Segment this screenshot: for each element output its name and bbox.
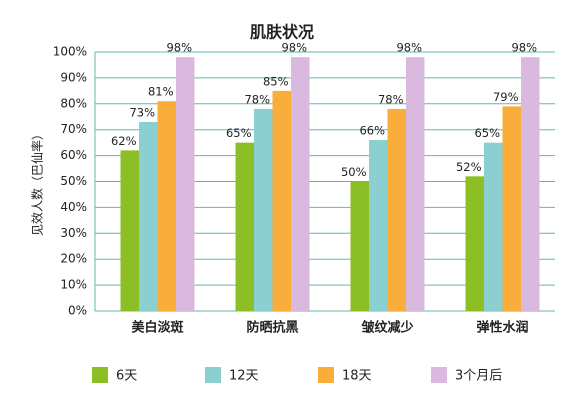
value-label: 79% [493,90,519,104]
legend-swatch [205,367,221,383]
bar [291,57,310,312]
bar [120,150,139,311]
bar [521,57,540,312]
x-tick-label: 美白淡斑 [131,320,183,336]
bar [176,57,195,312]
bar [157,101,176,312]
legend-label: 6天 [116,369,137,384]
x-tick-label: 皱纹减少 [360,320,413,336]
value-label: 78% [378,92,404,106]
value-label: 85% [263,74,289,88]
bar [139,121,158,312]
bar [350,181,369,311]
y-tick-label: 40% [60,200,87,214]
value-label: 98% [166,41,192,55]
y-tick-label: 50% [60,174,87,188]
value-label: 62% [111,134,137,148]
value-label: 81% [148,85,174,99]
value-label: 98% [511,41,537,55]
chart-title: 肌肤状况 [250,23,314,42]
bar [502,106,521,311]
bar [369,140,388,311]
y-tick-label: 80% [60,96,87,110]
y-tick-label: 60% [60,148,87,162]
y-axis-label: 见效人数（巴仙率） [30,128,45,236]
value-label: 98% [396,41,422,55]
legend-swatch [431,367,447,383]
y-tick-label: 30% [60,226,87,240]
y-tick-label: 10% [60,278,87,292]
bar [406,57,425,312]
legend-swatch [92,367,108,383]
y-tick-label: 20% [60,252,87,266]
legend-label: 12天 [229,369,259,384]
bar [465,176,484,311]
value-label: 65% [226,126,252,140]
legend-swatch [318,367,334,383]
y-tick-label: 70% [60,122,87,136]
legend-label: 3个月后 [455,369,502,384]
y-tick-label: 90% [60,70,87,84]
value-label: 50% [341,165,367,179]
value-label: 65% [474,126,500,140]
y-tick-label: 0% [68,304,87,318]
bar [272,90,291,311]
x-tick-label: 弹性水润 [476,320,528,336]
bar [254,108,273,311]
x-tick-label: 防晒抗黑 [246,320,298,336]
value-label: 98% [281,41,307,55]
legend-label: 18天 [342,369,372,384]
y-tick-label: 100% [53,45,87,59]
value-label: 78% [244,92,270,106]
bar [484,142,503,311]
bar [235,142,254,311]
value-label: 66% [359,124,385,138]
value-label: 52% [456,160,482,174]
value-label: 73% [129,105,155,119]
bar [387,108,406,311]
